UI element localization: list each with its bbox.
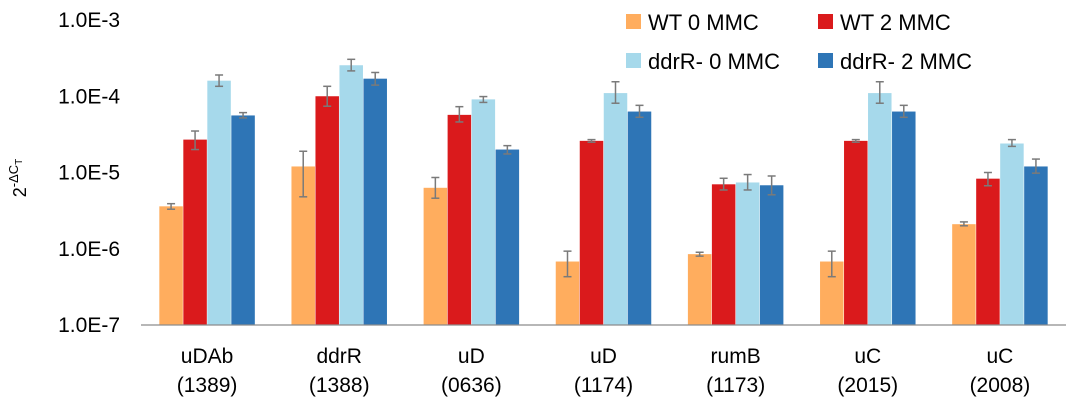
x-tick-label: uD bbox=[458, 345, 485, 368]
bars bbox=[159, 65, 1048, 326]
bar bbox=[495, 149, 520, 325]
x-tick-label-code: (2015) bbox=[837, 374, 898, 397]
bar bbox=[231, 115, 255, 326]
bar bbox=[627, 111, 652, 325]
bar bbox=[844, 140, 868, 325]
bar bbox=[735, 182, 760, 325]
bar bbox=[952, 224, 976, 325]
x-tick-label: rumB bbox=[711, 345, 761, 368]
x-tick-label-code: (1173) bbox=[706, 374, 765, 397]
bar bbox=[687, 254, 712, 325]
bar bbox=[207, 80, 231, 325]
legend-swatch bbox=[626, 53, 641, 68]
legend-swatch bbox=[818, 14, 833, 29]
y-tick-label: 1.0E-4 bbox=[58, 85, 120, 108]
bar bbox=[471, 99, 496, 325]
y-axis-ticks: 1.0E-3 1.0E-4 1.0E-5 1.0E-6 1.0E-7 bbox=[58, 9, 120, 337]
legend: WT 0 MMC WT 2 MMC ddrR- 0 MMC ddrR- 2 MMC bbox=[626, 10, 972, 74]
legend-label: WT 0 MMC bbox=[648, 10, 759, 35]
bar bbox=[759, 185, 784, 325]
svg-text:2-ΔCT: 2-ΔCT bbox=[6, 159, 30, 198]
y-axis-label-sup-sub: T bbox=[14, 159, 25, 165]
bar bbox=[315, 96, 339, 325]
bar bbox=[447, 114, 472, 326]
y-axis-label: 2-ΔCT bbox=[6, 159, 30, 198]
bar bbox=[363, 78, 387, 325]
bar bbox=[1024, 166, 1048, 325]
bar bbox=[820, 261, 844, 325]
legend-label: ddrR- 0 MMC bbox=[648, 49, 780, 74]
x-tick-label-code: (2008) bbox=[970, 374, 1031, 397]
bar bbox=[339, 65, 363, 325]
y-axis-label-sup-main: C bbox=[6, 165, 21, 174]
x-tick-label: uD bbox=[590, 345, 617, 368]
bar bbox=[291, 166, 315, 325]
x-tick-label: uC bbox=[854, 345, 881, 368]
bar bbox=[892, 111, 916, 325]
bar bbox=[579, 140, 604, 325]
bar bbox=[1000, 143, 1024, 325]
bar bbox=[976, 178, 1000, 325]
x-tick-label: uDAb bbox=[181, 345, 234, 368]
y-tick-label: 1.0E-7 bbox=[58, 314, 120, 337]
x-axis-category-labels: uDAb (1389) ddrR (1388) uD (0636) uD (1174) rumB… bbox=[177, 345, 1031, 397]
bar bbox=[711, 184, 736, 325]
legend-swatch bbox=[818, 53, 833, 68]
x-tick-label-code: (1174) bbox=[574, 374, 633, 397]
y-tick-label: 1.0E-6 bbox=[58, 238, 120, 261]
x-tick-label: ddrR bbox=[316, 345, 362, 368]
bar bbox=[555, 261, 580, 325]
error-bars bbox=[167, 58, 1040, 278]
x-tick-label-code: (1389) bbox=[177, 374, 238, 397]
bar bbox=[183, 139, 207, 325]
x-tick-label-code: (1388) bbox=[309, 374, 370, 397]
bar bbox=[603, 93, 628, 325]
legend-label: ddrR- 2 MMC bbox=[840, 49, 972, 74]
bar bbox=[423, 187, 448, 325]
bar bbox=[159, 206, 183, 325]
y-axis-label-base: 2 bbox=[10, 187, 30, 197]
bar bbox=[868, 93, 892, 325]
y-tick-label: 1.0E-3 bbox=[58, 9, 120, 32]
legend-label: WT 2 MMC bbox=[840, 10, 951, 35]
y-tick-label: 1.0E-5 bbox=[58, 162, 120, 185]
x-tick-label: uC bbox=[986, 345, 1013, 368]
y-axis-label-sup-prefix: -Δ bbox=[6, 174, 21, 187]
legend-swatch bbox=[626, 14, 641, 29]
x-tick-label-code: (0636) bbox=[441, 374, 502, 397]
